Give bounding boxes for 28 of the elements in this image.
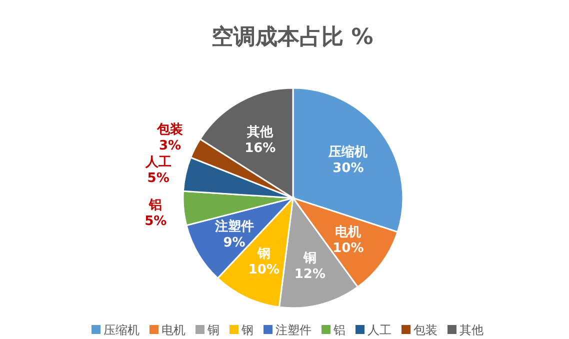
slice-label: 铜 bbox=[302, 251, 316, 266]
slice-label: 其他 bbox=[246, 125, 274, 140]
data-label: 5% bbox=[147, 170, 170, 186]
data-label: 10% bbox=[332, 241, 364, 256]
slice-label: 电机 bbox=[335, 225, 362, 240]
legend-label: 注塑件 bbox=[276, 323, 312, 337]
legend-label: 人工 bbox=[368, 323, 392, 337]
legend-label: 铜 bbox=[206, 323, 220, 337]
legend-label: 其他 bbox=[460, 323, 484, 337]
slice-label: 铝 bbox=[148, 198, 162, 213]
data-label: 30% bbox=[332, 160, 364, 176]
legend-label: 铝 bbox=[332, 323, 346, 337]
slice-label: 压缩机 bbox=[328, 144, 368, 160]
data-label: 10% bbox=[248, 262, 280, 278]
legend-label: 钢 bbox=[240, 323, 254, 337]
data-label: 12% bbox=[294, 267, 326, 282]
chart-title: 空调成本占比 % bbox=[212, 24, 374, 50]
data-label: 16% bbox=[244, 141, 276, 156]
data-label: 3% bbox=[159, 138, 182, 154]
slice-label: 人工 bbox=[144, 154, 172, 170]
data-label: 5% bbox=[144, 214, 167, 229]
slice-label: 钢 bbox=[256, 246, 270, 262]
legend-label: 压缩机 bbox=[104, 323, 140, 337]
legend-label: 包装 bbox=[414, 323, 438, 337]
slice-label: 包装 bbox=[156, 122, 184, 138]
slice-label: 注塑件 bbox=[214, 218, 254, 235]
legend-label: 电机 bbox=[162, 323, 186, 337]
data-label: 9% bbox=[223, 236, 246, 251]
